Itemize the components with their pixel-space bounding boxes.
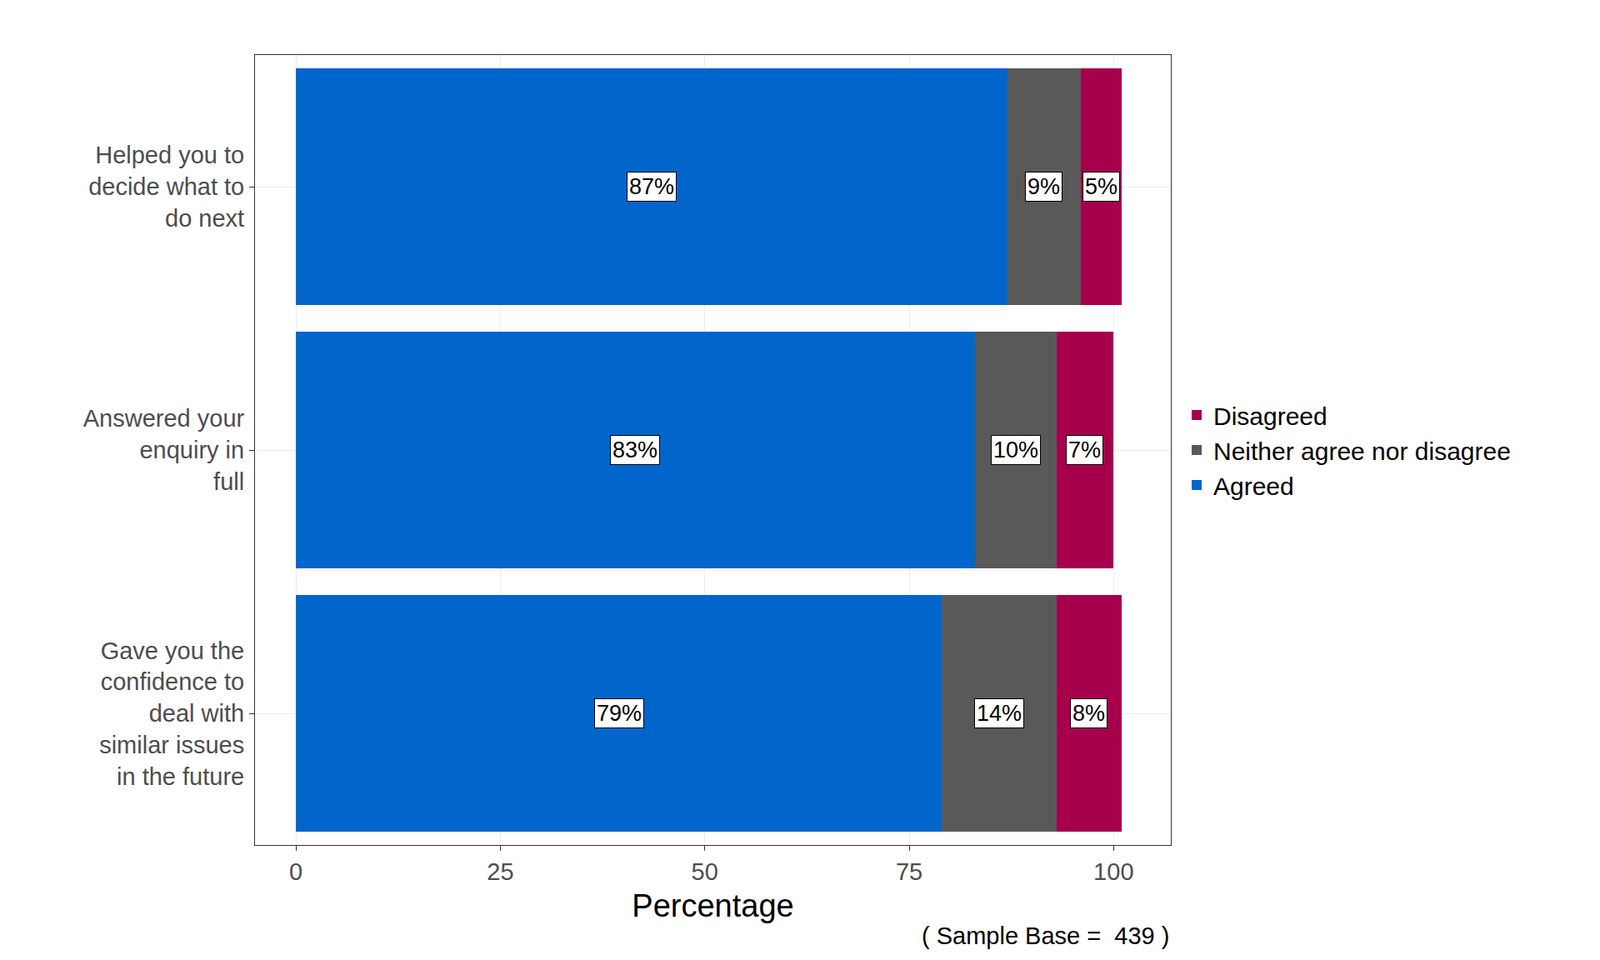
svg-text:100: 100 (1093, 858, 1134, 885)
svg-text:Answered yourenquiry infull: Answered yourenquiry infull (83, 405, 245, 495)
svg-text:Percentage: Percentage (631, 888, 794, 924)
svg-text:( Sample Base = 439 ): ( Sample Base = 439 ) (921, 922, 1170, 950)
svg-text:10%: 10% (993, 437, 1039, 463)
svg-text:9%: 9% (1027, 174, 1060, 200)
svg-text:79%: 79% (596, 700, 642, 726)
svg-text:Helped you todecide what todo: Helped you todecide what todo next (88, 141, 245, 231)
svg-text:25: 25 (486, 858, 514, 885)
svg-text:87%: 87% (629, 174, 675, 200)
svg-text:Agreed: Agreed (1213, 472, 1295, 500)
svg-text:14%: 14% (976, 700, 1022, 726)
svg-text:7%: 7% (1068, 437, 1101, 463)
svg-text:8%: 8% (1072, 700, 1105, 726)
svg-text:50: 50 (691, 858, 719, 885)
svg-text:5%: 5% (1085, 174, 1118, 200)
svg-text:Disagreed: Disagreed (1213, 402, 1328, 430)
svg-text:83%: 83% (612, 437, 658, 463)
svg-text:Gave you theconfidence todeal: Gave you theconfidence todeal withsimila… (99, 637, 245, 790)
svg-text:75: 75 (895, 858, 923, 885)
svg-text:0: 0 (289, 858, 303, 885)
svg-text:Neither agree nor disagree: Neither agree nor disagree (1213, 437, 1511, 465)
